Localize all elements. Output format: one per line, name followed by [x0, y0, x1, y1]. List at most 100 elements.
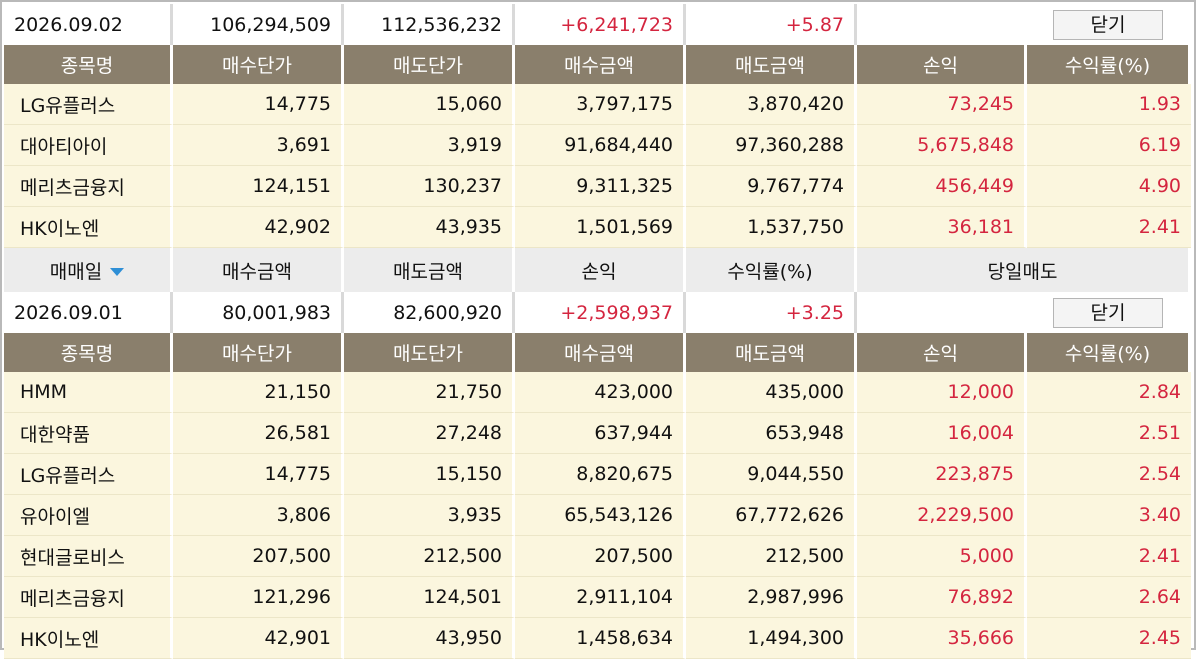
sort-date-header[interactable]: 매매일 [4, 248, 173, 292]
stock-name: 메리츠금융지 [4, 166, 173, 207]
sell-price-header[interactable]: 매도단가 [344, 333, 515, 372]
sort-down-icon[interactable] [110, 268, 125, 276]
summary-rate: +5.87 [686, 4, 857, 45]
sell-price: 43,935 [344, 207, 515, 248]
buy-amount: 8,820,675 [515, 454, 686, 495]
table-row[interactable]: 메리츠금융지 121,296 124,501 2,911,104 2,987,996 76… [4, 577, 1191, 618]
profit: 36,181 [857, 207, 1027, 248]
table-row[interactable]: HK이노엔 42,901 43,950 1,458,634 1,494,300 35,66… [4, 618, 1191, 659]
buy-price: 42,902 [173, 207, 344, 248]
day-summary-row[interactable]: 2026.09.02 106,294,509 112,536,232 +6,24… [4, 4, 1191, 45]
summary-action-cell: 닫기 [857, 292, 1191, 333]
close-button[interactable]: 닫기 [1053, 9, 1163, 40]
rate-header: 수익률(%) [686, 248, 857, 292]
summary-profit: +6,241,723 [515, 4, 686, 45]
stock-name: HK이노엔 [4, 618, 173, 659]
sell-price: 130,237 [344, 166, 515, 207]
sell-amount: 9,767,774 [686, 166, 857, 207]
profit: 2,229,500 [857, 495, 1027, 536]
summary-buy-amount: 106,294,509 [173, 4, 344, 45]
sell-amount: 1,494,300 [686, 618, 857, 659]
summary-date: 2026.09.02 [4, 4, 173, 45]
buy-amount: 2,911,104 [515, 577, 686, 618]
table-row[interactable]: LG유플러스 14,775 15,060 3,797,175 3,870,420 73,2… [4, 84, 1191, 125]
stock-name-header[interactable]: 종목명 [4, 45, 173, 84]
buy-amount: 65,543,126 [515, 495, 686, 536]
stock-name: LG유플러스 [4, 84, 173, 125]
buy-amount-header[interactable]: 매수금액 [515, 45, 686, 84]
rate-header[interactable]: 수익률(%) [1027, 45, 1191, 84]
rate: 2.45 [1027, 618, 1191, 659]
close-button[interactable]: 닫기 [1053, 297, 1163, 328]
table-row[interactable]: 대한약품 26,581 27,248 637,944 653,948 16,004 2.51 [4, 413, 1191, 454]
table-row[interactable]: 유아이엘 3,806 3,935 65,543,126 67,772,626 2,229,… [4, 495, 1191, 536]
table-row[interactable]: 메리츠금융지 124,151 130,237 9,311,325 9,767,774 45… [4, 166, 1191, 207]
profit-header[interactable]: 손익 [857, 333, 1027, 372]
buy-amount: 1,458,634 [515, 618, 686, 659]
rate-header[interactable]: 수익률(%) [1027, 333, 1191, 372]
stock-name-header[interactable]: 종목명 [4, 333, 173, 372]
table-row[interactable]: 현대글로비스 207,500 212,500 207,500 212,500 5,000 2… [4, 536, 1191, 577]
buy-price: 3,806 [173, 495, 344, 536]
rate: 1.93 [1027, 84, 1191, 125]
table-row[interactable]: HMM 21,150 21,750 423,000 435,000 12,000 2.84 [4, 372, 1191, 413]
summary-buy-amount: 80,001,983 [173, 292, 344, 333]
buy-amount: 91,684,440 [515, 125, 686, 166]
profit: 35,666 [857, 618, 1027, 659]
sell-price: 43,950 [344, 618, 515, 659]
table-row[interactable]: LG유플러스 14,775 15,150 8,820,675 9,044,550 223,… [4, 454, 1191, 495]
sell-amount: 3,870,420 [686, 84, 857, 125]
stock-name: HK이노엔 [4, 207, 173, 248]
table-row[interactable]: HK이노엔 42,902 43,935 1,501,569 1,537,750 36,18… [4, 207, 1191, 248]
stock-name: 대아티아이 [4, 125, 173, 166]
trade-history-table: 2026.09.02 106,294,509 112,536,232 +6,24… [4, 4, 1191, 659]
profit: 5,000 [857, 536, 1027, 577]
profit: 12,000 [857, 372, 1027, 413]
sell-price: 3,919 [344, 125, 515, 166]
day-summary-row[interactable]: 2026.09.01 80,001,983 82,600,920 +2,598,… [4, 292, 1191, 333]
same-day-sell-header: 당일매도 [857, 248, 1191, 292]
buy-price-header[interactable]: 매수단가 [173, 333, 344, 372]
sell-amount-header[interactable]: 매도금액 [686, 333, 857, 372]
profit-header: 손익 [515, 248, 686, 292]
buy-amount: 423,000 [515, 372, 686, 413]
summary-action-cell: 닫기 [857, 4, 1191, 45]
buy-amount: 3,797,175 [515, 84, 686, 125]
sell-price: 15,060 [344, 84, 515, 125]
buy-amount: 637,944 [515, 413, 686, 454]
buy-price: 26,581 [173, 413, 344, 454]
sell-amount-header[interactable]: 매도금액 [686, 45, 857, 84]
summary-date: 2026.09.01 [4, 292, 173, 333]
rate: 6.19 [1027, 125, 1191, 166]
profit-header[interactable]: 손익 [857, 45, 1027, 84]
rate: 2.54 [1027, 454, 1191, 495]
stock-name: 메리츠금융지 [4, 577, 173, 618]
stock-name: 대한약품 [4, 413, 173, 454]
stock-name: 현대글로비스 [4, 536, 173, 577]
table-row[interactable]: 대아티아이 3,691 3,919 91,684,440 97,360,288 5,675… [4, 125, 1191, 166]
buy-amount-header: 매수금액 [173, 248, 344, 292]
sell-amount: 212,500 [686, 536, 857, 577]
buy-price-header[interactable]: 매수단가 [173, 45, 344, 84]
list-header-row: 매매일 매수금액 매도금액 손익 수익률(%) 당일매도 [4, 248, 1191, 292]
buy-amount: 1,501,569 [515, 207, 686, 248]
sell-price: 124,501 [344, 577, 515, 618]
sell-price: 212,500 [344, 536, 515, 577]
buy-price: 124,151 [173, 166, 344, 207]
summary-sell-amount: 82,600,920 [344, 292, 515, 333]
buy-amount: 207,500 [515, 536, 686, 577]
stock-name: HMM [4, 372, 173, 413]
sell-price-header[interactable]: 매도단가 [344, 45, 515, 84]
sell-amount: 67,772,626 [686, 495, 857, 536]
sell-amount: 653,948 [686, 413, 857, 454]
sell-price: 27,248 [344, 413, 515, 454]
rate: 2.64 [1027, 577, 1191, 618]
summary-profit: +2,598,937 [515, 292, 686, 333]
profit: 456,449 [857, 166, 1027, 207]
buy-amount-header[interactable]: 매수금액 [515, 333, 686, 372]
buy-price: 3,691 [173, 125, 344, 166]
buy-price: 14,775 [173, 454, 344, 495]
buy-price: 14,775 [173, 84, 344, 125]
detail-header-row: 종목명 매수단가 매도단가 매수금액 매도금액 손익 수익률(%) [4, 333, 1191, 372]
